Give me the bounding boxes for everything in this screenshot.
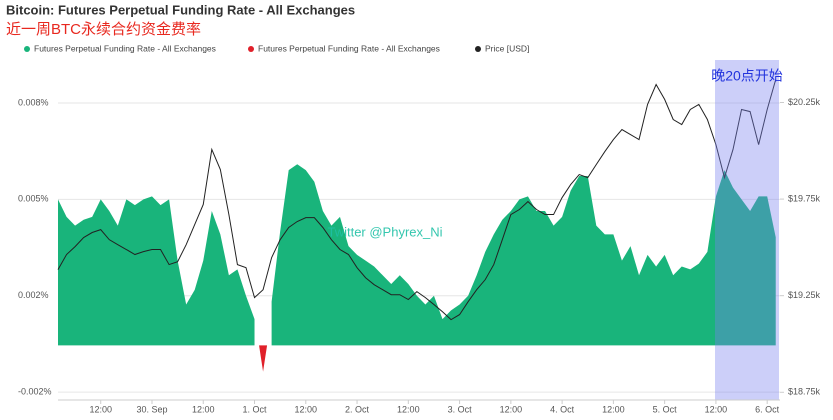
y2-tick-label: $18.75k	[788, 387, 821, 397]
x-tick-label: 4. Oct	[550, 404, 575, 414]
x-tick-label: 3. Oct	[448, 404, 473, 414]
area	[259, 345, 268, 372]
legend-marker	[475, 46, 481, 52]
x-tick-label: 12:00	[602, 404, 625, 414]
y-tick-label: 0.005%	[18, 194, 49, 204]
x-tick-label: 1. Oct	[243, 404, 268, 414]
x-tick-label: 2. Oct	[345, 404, 370, 414]
legend: Futures Perpetual Funding Rate - All Exc…	[24, 43, 529, 53]
x-tick-label: 6. Oct	[755, 404, 780, 414]
y2-tick-label: $19.75k	[788, 193, 821, 203]
legend-marker	[24, 46, 30, 52]
legend-marker	[248, 46, 254, 52]
area	[58, 196, 255, 346]
x-tick-label: 12:00	[192, 404, 215, 414]
y2-tick-label: $20.25k	[788, 97, 821, 107]
chart-title: Bitcoin: Futures Perpetual Funding Rate …	[6, 2, 355, 17]
price-line	[57, 79, 777, 321]
y-tick-label: 0.008%	[18, 97, 49, 107]
highlight-region	[715, 60, 779, 400]
x-tick-label: 12:00	[295, 404, 318, 414]
y2-tick-label: $19.25k	[788, 290, 821, 300]
annotation: 晚20点开始	[711, 68, 783, 84]
y-tick-label: 0.002%	[18, 290, 49, 300]
y-tick-label: -0.002%	[18, 386, 52, 396]
watermark: Twitter @Phyrex_Ni	[327, 224, 442, 239]
chart-subtitle: 近一周BTC永续合约资金费率	[6, 21, 201, 38]
axes: -0.002% 0.002% 0.005% 0.008% $18.75k $19.25k $…	[18, 97, 821, 415]
x-tick-label: 30. Sep	[136, 404, 167, 414]
legend-label: Futures Perpetual Funding Rate - All Exc…	[34, 43, 216, 53]
x-tick-label: 12:00	[89, 404, 112, 414]
plot-area	[57, 79, 777, 372]
x-tick-label: 12:00	[397, 404, 420, 414]
x-tick-label: 12:00	[500, 404, 523, 414]
legend-label: Futures Perpetual Funding Rate - All Exc…	[258, 43, 440, 53]
area	[271, 164, 776, 346]
x-tick-label: 5. Oct	[653, 404, 678, 414]
x-tick-label: 12:00	[705, 404, 728, 414]
legend-label: Price [USD]	[485, 43, 529, 53]
